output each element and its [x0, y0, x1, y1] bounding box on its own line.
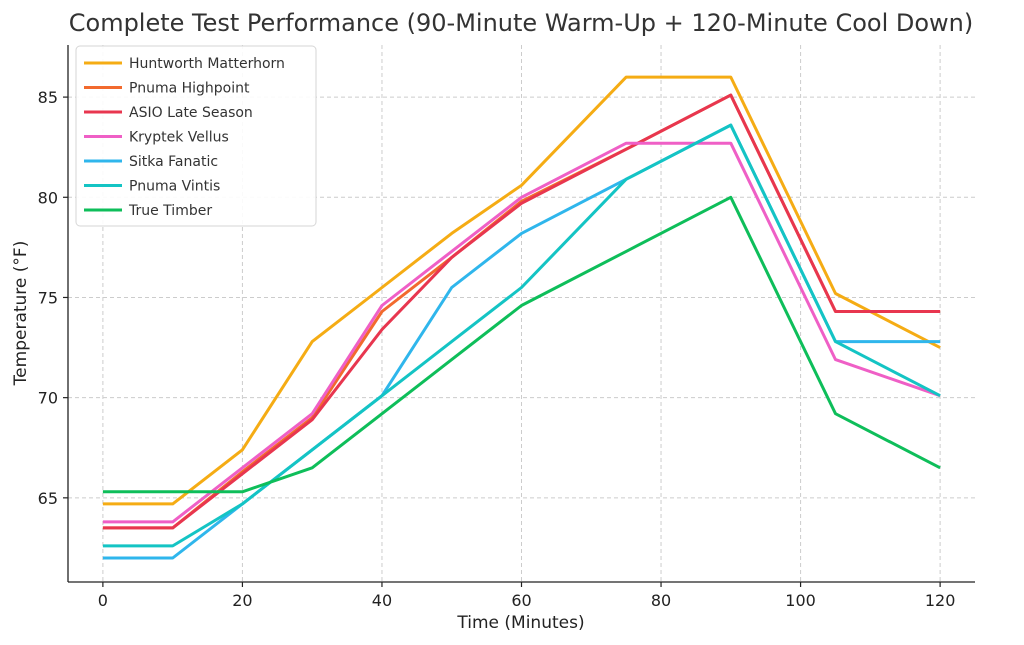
chart-title: Complete Test Performance (90-Minute War… [69, 9, 973, 37]
legend-label-huntworth-matterhorn: Huntworth Matterhorn [129, 56, 285, 72]
y-tick-label: 70 [38, 389, 58, 408]
x-tick-label: 60 [511, 591, 531, 610]
legend: Huntworth Matterhorn Pnuma Highpoint ASIO … [75, 45, 317, 227]
series-lines [102, 75, 941, 560]
y-axis-label: Temperature (°F) [11, 241, 31, 387]
axis-ticks: 0 20 40 60 80 100 120 65 70 75 80 85 [38, 88, 956, 610]
y-tick-label: 75 [38, 288, 58, 307]
legend-label-asio-late-season: ASIO Late Season [129, 105, 253, 121]
x-axis-label: Time (Minutes) [456, 613, 584, 633]
legend-label-pnuma-highpoint: Pnuma Highpoint [129, 81, 250, 97]
legend-label-true-timber: True Timber [128, 203, 212, 219]
series-line-kryptek-vellus [102, 141, 941, 524]
series-line-true-timber [102, 195, 941, 494]
series-line-pnuma-vintis [102, 123, 941, 548]
legend-label-pnuma-vintis: Pnuma Vintis [129, 179, 220, 195]
legend-box [75, 45, 317, 227]
x-tick-label: 120 [925, 591, 956, 610]
legend-label-kryptek-vellus: Kryptek Vellus [129, 130, 229, 146]
y-tick-label: 80 [38, 188, 58, 207]
x-tick-label: 100 [785, 591, 816, 610]
x-tick-label: 20 [232, 591, 252, 610]
y-tick-label: 65 [38, 489, 58, 508]
x-tick-label: 0 [98, 591, 108, 610]
series-line-huntworth-matterhorn [102, 75, 941, 506]
x-tick-label: 40 [372, 591, 392, 610]
x-tick-label: 80 [651, 591, 671, 610]
legend-label-sitka-fanatic: Sitka Fanatic [129, 154, 218, 170]
y-tick-label: 85 [38, 88, 58, 107]
